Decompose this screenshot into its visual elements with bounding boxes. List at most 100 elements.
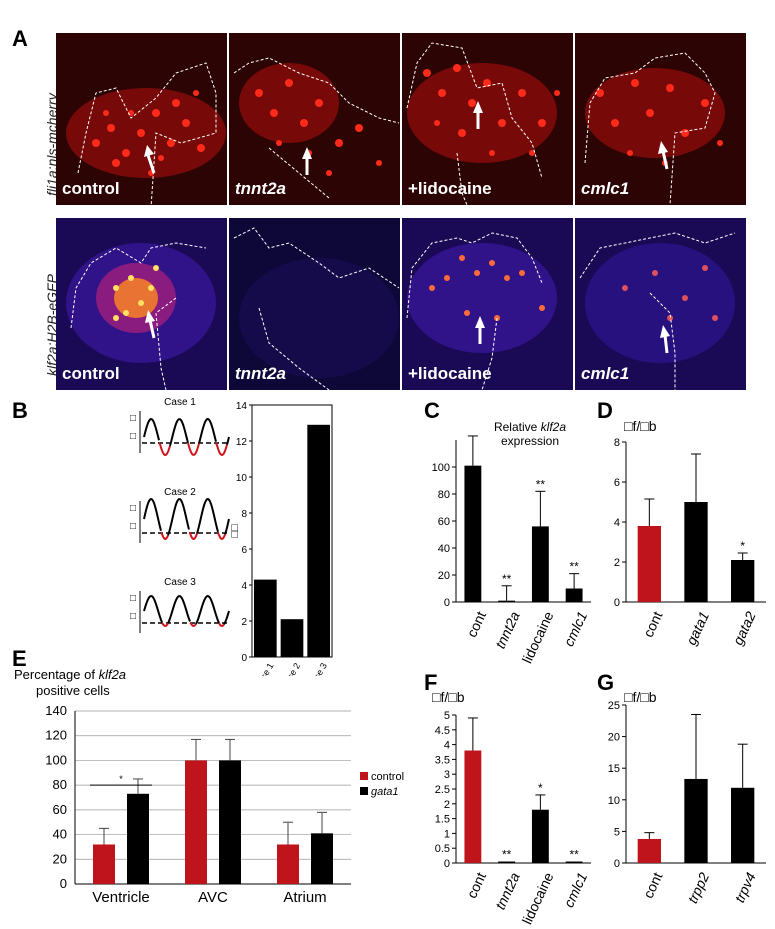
y-tick-label: 80 xyxy=(53,777,67,792)
y-tick-label: 20 xyxy=(608,732,620,744)
x-tick-label: trpv4 xyxy=(731,870,759,905)
x-tick-label: Ventricle xyxy=(92,889,150,906)
y-tick-label: 40 xyxy=(438,543,450,555)
bar xyxy=(531,809,549,863)
bar xyxy=(277,844,299,884)
chart-f: □f/□b 0 0.5 1 1.5 2 2.5 3 3.5 4 4.5 5 cont ** tnnt2a * l… xyxy=(432,689,591,925)
significance-label: * xyxy=(538,781,543,795)
panel-label-c: C xyxy=(424,398,440,423)
bar xyxy=(219,760,241,884)
y-tick-label: 100 xyxy=(432,462,450,474)
positive-flow xyxy=(143,417,230,447)
y-tick-label: 4 xyxy=(444,740,450,752)
y-tick-label: 3.5 xyxy=(435,754,450,766)
y-tick-label: 10 xyxy=(236,473,248,484)
case-axis-label: □ xyxy=(130,521,136,532)
outline xyxy=(70,242,207,390)
panel-label-b: B xyxy=(12,398,28,423)
x-tick-label: lidocaine xyxy=(519,609,557,665)
y-tick-label: 4 xyxy=(614,517,620,529)
arrow-icon xyxy=(660,325,670,354)
x-tick-label: tnnt2a xyxy=(492,870,523,912)
x-tick-label: cmlc1 xyxy=(560,609,590,649)
nuclei xyxy=(113,265,159,321)
micrograph-fli1a-tnnt2a: tnnt2a xyxy=(229,33,400,205)
outline xyxy=(77,62,217,205)
legend-swatch xyxy=(360,772,368,780)
chart-title-line2: expression xyxy=(501,434,559,448)
y-tick-label: 0 xyxy=(60,876,67,891)
arrow-icon xyxy=(475,316,485,344)
y-tick-label: 4.5 xyxy=(435,725,450,737)
cell-image xyxy=(575,33,746,205)
micrograph-label: control xyxy=(62,364,120,383)
cell-image xyxy=(402,33,573,205)
micrograph-label: control xyxy=(62,179,120,198)
chart-title-line2: positive cells xyxy=(36,683,110,698)
bar xyxy=(127,793,149,884)
nuclei xyxy=(429,255,545,321)
case-label: Case 2 xyxy=(164,487,196,498)
bar xyxy=(254,579,277,657)
significance-label: * xyxy=(119,774,123,784)
arrow-icon xyxy=(144,145,156,174)
case-axis-label: □ xyxy=(130,503,136,514)
nuclei xyxy=(596,79,723,166)
outline xyxy=(406,42,543,205)
y-tick-label: 2 xyxy=(241,617,247,628)
x-tick-label: cont xyxy=(640,870,666,901)
bar xyxy=(731,787,755,863)
micrograph-label: cmlc1 xyxy=(581,364,630,383)
case-axis-label: □ xyxy=(130,593,136,604)
chart-title: Percentage of klf2a xyxy=(14,667,126,682)
case-label: Case 3 xyxy=(164,577,196,588)
y-tick-label: 5 xyxy=(444,710,450,722)
bar xyxy=(280,619,304,657)
x-tick-label: cont xyxy=(463,609,489,640)
cell-image xyxy=(229,218,400,390)
bar xyxy=(684,778,708,863)
bar xyxy=(498,861,516,863)
y-tick-label: 8 xyxy=(614,437,620,449)
x-tick-label: cont xyxy=(640,609,666,640)
micrograph-label: tnnt2a xyxy=(235,179,286,198)
bar xyxy=(93,844,115,884)
micrograph-klf2a-tnnt2a: tnnt2a xyxy=(229,218,400,390)
arrow-icon xyxy=(145,310,156,339)
outline xyxy=(233,227,400,390)
cell-image xyxy=(56,218,227,390)
case-diagrams: Case 1□□Case 2□□Case 3□□ xyxy=(130,397,240,633)
significance-label: ** xyxy=(569,848,579,862)
y-tick-label: 6 xyxy=(614,477,620,489)
bar xyxy=(531,526,549,602)
y-tick-label: 15 xyxy=(608,763,620,775)
y-tick-label: 2 xyxy=(614,557,620,569)
y-tick-label: 0 xyxy=(444,597,450,609)
bar xyxy=(464,750,482,863)
micrograph-fli1a-control: control xyxy=(56,33,227,205)
y-tick-label: 120 xyxy=(45,728,67,743)
y-tick-label: 60 xyxy=(53,802,67,817)
bar xyxy=(185,760,207,884)
bar xyxy=(684,502,708,602)
legend-label: control xyxy=(371,771,404,783)
micrograph-klf2a-lidocaine: +lidocaine xyxy=(402,218,573,390)
chart-title: □f/□b xyxy=(624,418,657,434)
positive-flow xyxy=(143,497,230,536)
panel-label-d: D xyxy=(597,398,613,423)
y-tick-label: 6 xyxy=(241,545,247,556)
significance-label: ** xyxy=(536,477,546,491)
case-axis-label: □ xyxy=(130,611,136,622)
cell-image xyxy=(56,33,227,205)
y-tick-label: 2 xyxy=(444,799,450,811)
y-tick-label: 10 xyxy=(608,795,620,807)
legend-swatch xyxy=(360,787,368,795)
y-tick-label: 40 xyxy=(53,827,67,842)
case-axis-label: □ xyxy=(130,431,136,442)
bar xyxy=(464,465,482,602)
x-tick-label: tnnt2a xyxy=(492,609,523,651)
micrograph-label: cmlc1 xyxy=(581,179,630,198)
